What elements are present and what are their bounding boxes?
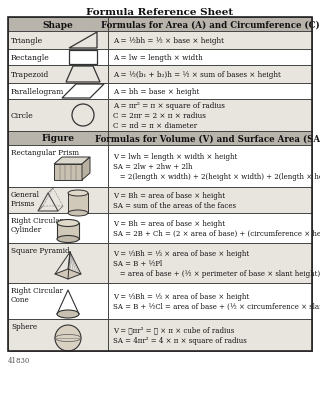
Text: Shape: Shape <box>43 21 73 29</box>
Text: Rectangular Prism: Rectangular Prism <box>11 149 79 157</box>
Bar <box>108 18 312 32</box>
Bar <box>108 66 312 84</box>
Text: Rectangle: Rectangle <box>11 54 50 62</box>
Bar <box>108 32 312 50</box>
Bar <box>108 132 312 146</box>
Ellipse shape <box>57 310 79 318</box>
Bar <box>108 146 312 188</box>
Text: Trapezoid: Trapezoid <box>11 71 49 79</box>
Bar <box>108 283 312 319</box>
Ellipse shape <box>57 236 79 243</box>
Text: V = Bh = area of base × height
SA = 2B + Ch = (2 × area of base) + (circumferenc: V = Bh = area of base × height SA = 2B +… <box>113 219 320 237</box>
Polygon shape <box>55 269 81 279</box>
Bar <box>108 319 312 351</box>
Bar <box>108 146 312 188</box>
Text: Formulas for Area (A) and Circumference (C): Formulas for Area (A) and Circumference … <box>100 21 319 29</box>
Bar <box>108 100 312 132</box>
Bar <box>8 319 108 351</box>
Bar <box>8 84 108 100</box>
Bar <box>8 319 108 351</box>
Bar <box>8 18 312 351</box>
Bar <box>8 214 108 243</box>
Bar <box>108 283 312 319</box>
Bar <box>108 243 312 283</box>
Bar <box>108 243 312 283</box>
Polygon shape <box>82 158 90 180</box>
Text: Triangle: Triangle <box>11 37 43 45</box>
Bar <box>8 66 108 84</box>
Bar <box>8 32 108 50</box>
Bar <box>108 50 312 66</box>
Bar <box>8 243 108 283</box>
Bar <box>108 66 312 84</box>
Bar <box>8 188 108 214</box>
Bar <box>57 223 79 240</box>
Bar <box>68 194 88 214</box>
Bar <box>8 146 108 188</box>
Bar <box>108 319 312 351</box>
Bar <box>8 100 108 132</box>
Text: V = lwh = length × width × height
SA = 2lw + 2hw + 2lh
   = 2(length × width) + : V = lwh = length × width × height SA = 2… <box>113 152 320 181</box>
Text: Sphere: Sphere <box>11 322 37 330</box>
Text: A = lw = length × width: A = lw = length × width <box>113 54 203 62</box>
Bar <box>108 18 312 32</box>
Bar <box>8 132 108 146</box>
Text: A = πr² = π × square of radius
C = 2πr = 2 × π × radius
C = πd = π × diameter: A = πr² = π × square of radius C = 2πr =… <box>113 101 225 130</box>
Bar <box>8 188 108 214</box>
Text: Circle: Circle <box>11 112 34 120</box>
Bar <box>8 243 108 283</box>
Text: Right Circular
Cylinder: Right Circular Cylinder <box>11 216 63 234</box>
Bar <box>8 146 108 188</box>
Text: 41830: 41830 <box>8 356 30 364</box>
Bar <box>69 51 97 65</box>
Bar <box>8 32 108 50</box>
Bar <box>8 132 108 146</box>
Text: Figure: Figure <box>42 134 75 143</box>
Text: V = ⅓Bh = ⅓ × area of base × height
SA = B + ½Cl = area of base + (½ × circumfer: V = ⅓Bh = ⅓ × area of base × height SA =… <box>113 292 320 311</box>
Bar <box>108 214 312 243</box>
Text: A = ½bh = ½ × base × height: A = ½bh = ½ × base × height <box>113 37 224 45</box>
Text: General
Prisms: General Prisms <box>11 190 40 208</box>
Text: Formula Reference Sheet: Formula Reference Sheet <box>86 8 234 17</box>
Bar <box>108 84 312 100</box>
Bar <box>108 50 312 66</box>
Bar <box>108 214 312 243</box>
Bar <box>108 100 312 132</box>
Text: V = Bh = area of base × height
SA = sum of the areas of the faces: V = Bh = area of base × height SA = sum … <box>113 191 236 210</box>
Text: A = ½(b₁ + b₂)h = ½ × sum of bases × height: A = ½(b₁ + b₂)h = ½ × sum of bases × hei… <box>113 71 281 79</box>
Bar <box>8 214 108 243</box>
Text: Parallelogram: Parallelogram <box>11 88 64 96</box>
Ellipse shape <box>68 211 88 216</box>
Text: V = ␴πr³ = ␴ × π × cube of radius
SA = 4πr² = 4 × π × square of radius: V = ␴πr³ = ␴ × π × cube of radius SA = 4… <box>113 326 247 344</box>
Text: V = ⅓Bh = ⅓ × area of base × height
SA = B + ½Pl
   = area of base + (½ × perime: V = ⅓Bh = ⅓ × area of base × height SA =… <box>113 249 320 278</box>
Bar <box>8 66 108 84</box>
Bar <box>108 132 312 146</box>
Bar <box>8 18 108 32</box>
Ellipse shape <box>57 220 79 227</box>
Bar <box>8 84 108 100</box>
Circle shape <box>55 325 81 351</box>
Text: A = bh = base × height: A = bh = base × height <box>113 88 199 96</box>
Bar <box>8 283 108 319</box>
Ellipse shape <box>68 190 88 197</box>
Text: Square Pyramid: Square Pyramid <box>11 247 70 254</box>
Bar <box>8 50 108 66</box>
Bar <box>108 84 312 100</box>
Text: Right Circular
Cone: Right Circular Cone <box>11 286 63 304</box>
Polygon shape <box>54 158 90 165</box>
Bar <box>8 100 108 132</box>
Bar <box>8 50 108 66</box>
Bar <box>54 165 82 180</box>
Bar <box>8 18 108 32</box>
Text: Formulas for Volume (V) and Surface Area (SA): Formulas for Volume (V) and Surface Area… <box>95 134 320 143</box>
Bar <box>108 188 312 214</box>
Bar <box>8 283 108 319</box>
Bar <box>108 32 312 50</box>
Bar <box>108 188 312 214</box>
